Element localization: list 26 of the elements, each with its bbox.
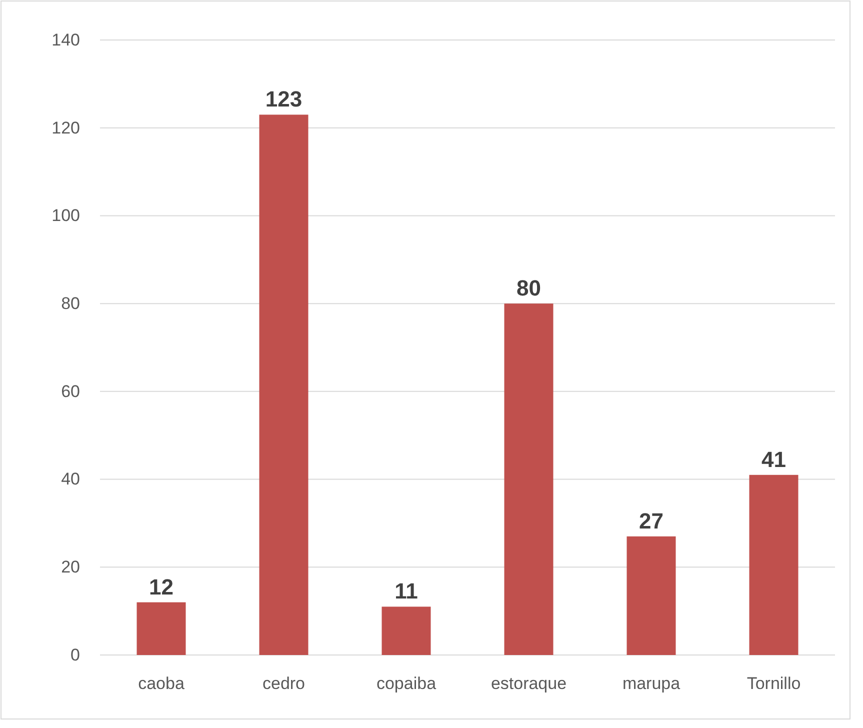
x-tick-label: cedro bbox=[262, 674, 306, 694]
y-tick-label: 100 bbox=[52, 206, 80, 226]
data-label: 12 bbox=[149, 574, 174, 600]
y-tick-label: 120 bbox=[52, 118, 80, 138]
x-tick-label: Tornillo bbox=[746, 674, 801, 694]
data-label: 123 bbox=[265, 86, 302, 112]
x-tick-label: caoba bbox=[138, 674, 185, 694]
x-tick-label: copaiba bbox=[376, 674, 437, 694]
data-label: 27 bbox=[639, 508, 664, 534]
y-tick-label: 20 bbox=[61, 558, 80, 577]
bar bbox=[626, 536, 676, 655]
y-tick-label: 0 bbox=[70, 645, 80, 664]
bar bbox=[504, 304, 554, 655]
x-tick-label: marupa bbox=[622, 674, 681, 694]
y-tick-label: 140 bbox=[52, 30, 80, 50]
y-tick-label: 80 bbox=[61, 294, 80, 314]
bar bbox=[749, 474, 798, 655]
bar bbox=[382, 606, 431, 655]
bar bbox=[136, 602, 186, 655]
y-tick-label: 60 bbox=[61, 382, 80, 401]
bar bbox=[259, 114, 308, 655]
y-tick-label: 40 bbox=[61, 470, 80, 489]
data-label: 80 bbox=[516, 276, 541, 301]
data-label: 41 bbox=[762, 446, 786, 472]
x-tick-label: estoraque bbox=[490, 674, 567, 694]
data-label: 11 bbox=[394, 578, 418, 604]
